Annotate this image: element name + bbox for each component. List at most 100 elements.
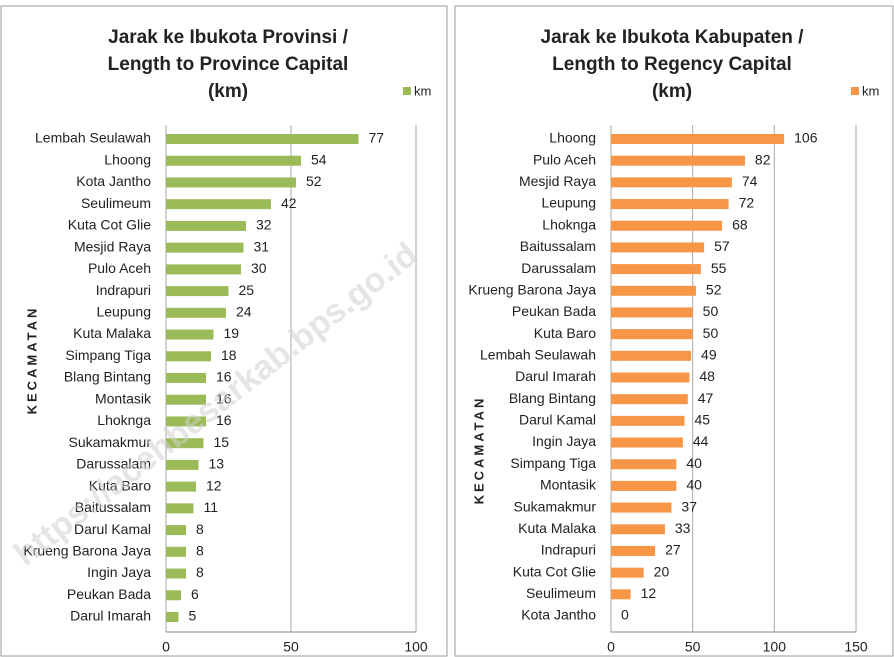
y-tick-label: Darul Imarah — [70, 608, 151, 624]
data-label: 37 — [681, 498, 697, 514]
data-label: 68 — [732, 216, 748, 232]
y-tick-label: Darul Imarah — [515, 368, 596, 384]
bar — [166, 546, 186, 557]
y-tick-label: Kuta Malaka — [518, 520, 596, 536]
data-label: 82 — [755, 151, 771, 167]
bar — [166, 590, 181, 601]
data-label: 52 — [306, 173, 322, 189]
x-tick-label: 100 — [763, 639, 787, 655]
y-tick-label: Lhoknga — [97, 412, 151, 428]
data-label: 20 — [654, 563, 670, 579]
bar — [611, 285, 696, 296]
data-label: 8 — [196, 521, 204, 537]
bar — [166, 177, 296, 188]
bar — [166, 416, 206, 427]
bar — [166, 242, 244, 253]
y-axis-label: KECAMATAN — [24, 306, 39, 415]
bar — [166, 134, 359, 144]
y-tick-label: Seulimeum — [526, 585, 596, 601]
data-label: 0 — [621, 607, 629, 623]
y-axis-label: KECAMATAN — [471, 396, 486, 505]
data-label: 50 — [703, 303, 719, 319]
y-tick-label: Darul Kamal — [74, 521, 151, 537]
chart-title: Length to Province Capital — [108, 54, 349, 75]
bar — [611, 329, 693, 340]
data-label: 74 — [742, 173, 758, 189]
y-tick-label: Krueng Barona Jaya — [468, 281, 596, 297]
x-tick-label: 50 — [685, 639, 701, 655]
y-tick-label: Mesjid Raya — [74, 238, 151, 254]
y-tick-label: Kota Jantho — [76, 173, 151, 189]
y-tick-label: Montasik — [95, 390, 152, 406]
data-label: 11 — [204, 499, 219, 515]
y-tick-label: Ingin Jaya — [532, 433, 596, 449]
data-label: 72 — [739, 195, 755, 211]
y-tick-label: Pulo Aceh — [533, 151, 596, 167]
bar — [611, 394, 688, 405]
y-tick-label: Darussalam — [76, 456, 151, 472]
y-tick-label: Simpang Tiga — [65, 347, 151, 363]
y-tick-label: Blang Bintang — [64, 369, 151, 385]
data-label: 77 — [369, 130, 385, 146]
panel — [0, 5, 448, 657]
bar — [611, 177, 732, 188]
bar — [166, 155, 301, 166]
data-label: 13 — [209, 456, 225, 472]
bar — [611, 480, 677, 491]
data-label: 24 — [236, 304, 252, 320]
data-label: 30 — [251, 260, 267, 276]
bar — [166, 481, 196, 492]
bar — [166, 525, 186, 536]
data-label: 8 — [196, 564, 204, 580]
y-tick-label: Simpang Tiga — [510, 455, 596, 471]
y-tick-label: Leupung — [96, 304, 151, 320]
data-label: 25 — [239, 282, 255, 298]
bar — [611, 437, 683, 448]
data-label: 49 — [701, 347, 717, 363]
data-label: 16 — [216, 390, 232, 406]
data-label: 31 — [254, 238, 270, 254]
y-tick-label: Kuta Cot Glie — [513, 563, 596, 579]
data-label: 57 — [714, 238, 730, 254]
y-tick-label: Baitussalam — [520, 238, 596, 254]
bar — [611, 220, 723, 231]
y-tick-label: Baitussalam — [75, 499, 151, 515]
bar — [611, 372, 690, 383]
y-tick-label: Sukamakmur — [69, 434, 152, 450]
y-tick-label: Lhoknga — [542, 216, 596, 232]
y-tick-label: Darussalam — [521, 260, 596, 276]
y-tick-label: Lembah Seulawah — [35, 130, 151, 146]
bar — [166, 612, 179, 622]
y-tick-label: Ingin Jaya — [87, 564, 151, 580]
x-tick-label: 0 — [162, 639, 170, 655]
data-label: 47 — [698, 390, 714, 406]
y-tick-label: Lhoong — [104, 151, 151, 167]
chart-title: Length to Regency Capital — [552, 54, 792, 75]
y-tick-label: Kuta Cot Glie — [68, 217, 151, 233]
x-tick-label: 50 — [283, 639, 299, 655]
data-label: 6 — [191, 586, 199, 602]
data-label: 54 — [311, 151, 327, 167]
y-tick-label: Darul Kamal — [519, 412, 596, 428]
data-label: 18 — [221, 347, 237, 363]
data-label: 12 — [641, 585, 657, 601]
bar — [611, 134, 785, 144]
bar — [166, 264, 241, 275]
data-label: 33 — [675, 520, 691, 536]
data-label: 40 — [686, 455, 702, 471]
y-tick-label: Peukan Bada — [512, 303, 596, 319]
bar — [611, 459, 677, 470]
data-label: 16 — [216, 412, 232, 428]
y-tick-label: Kuta Malaka — [73, 325, 151, 341]
legend-swatch — [851, 87, 859, 95]
y-tick-label: Lembah Seulawah — [480, 347, 596, 363]
data-label: 48 — [699, 368, 715, 384]
bar — [611, 199, 729, 210]
data-label: 42 — [281, 195, 297, 211]
data-label: 50 — [703, 325, 719, 341]
y-tick-label: Kuta Baro — [534, 325, 596, 341]
y-tick-label: Indrapuri — [541, 542, 596, 558]
bar — [611, 415, 685, 426]
data-label: 55 — [711, 260, 727, 276]
bar — [166, 329, 214, 340]
